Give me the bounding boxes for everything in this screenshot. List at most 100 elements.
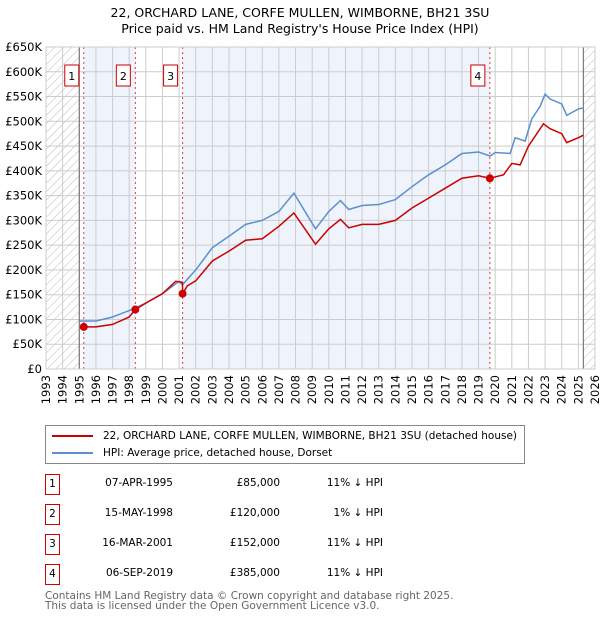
sale-marker-label: 2 (120, 70, 127, 83)
x-tick-label: 1993 (39, 375, 53, 404)
sale-date: 15-MAY-1998 (104, 507, 173, 519)
x-tick-label: 1994 (56, 375, 70, 404)
legend-swatch-red (52, 435, 93, 437)
y-tick-label: £50K (13, 337, 43, 351)
chart-subtitle: Price paid vs. HM Land Registry's House … (121, 21, 479, 36)
sale-marker-label: 1 (68, 70, 75, 83)
sale-point (485, 174, 494, 183)
hpi-diff: 11% ↓ HPI (326, 567, 383, 579)
x-tick-label: 2018 (455, 375, 469, 404)
table-row: 1 07-APR-1995 £85,000 11% ↓ HPI (45, 474, 445, 495)
y-tick-label: £400K (5, 164, 42, 178)
hpi-diff: 11% ↓ HPI (326, 537, 383, 549)
y-tick-label: £150K (5, 288, 42, 302)
x-tick-label: 2002 (189, 375, 203, 404)
x-tick-label: 2017 (438, 375, 452, 404)
x-tick-label: 2011 (338, 375, 352, 404)
x-tick-label: 2021 (505, 375, 519, 404)
series-line (79, 92, 584, 322)
x-tick-label: 1995 (72, 375, 86, 404)
x-tick-label: 2012 (355, 375, 369, 404)
table-row: 3 16-MAR-2001 £152,000 11% ↓ HPI (45, 534, 445, 555)
y-tick-label: £600K (5, 65, 42, 79)
x-tick-label: 2010 (322, 375, 336, 404)
sale-marker-box (470, 64, 486, 87)
x-tick-label: 2023 (538, 375, 552, 404)
x-tick-label: 2014 (388, 375, 402, 404)
sale-price: £152,000 (229, 537, 280, 549)
x-tick-label: 2022 (521, 375, 535, 404)
chart-title: 22, ORCHARD LANE, CORFE MULLEN, WIMBORNE… (110, 5, 490, 20)
sale-point (178, 289, 187, 298)
series-line (83, 122, 584, 328)
sale-date: 16-MAR-2001 (102, 537, 173, 549)
x-tick-label: 2008 (289, 375, 303, 404)
x-tick-label: 1996 (89, 375, 103, 404)
x-tick-label: 2024 (555, 375, 569, 404)
legend-swatch-blue (52, 452, 93, 454)
sale-date: 07-APR-1995 (105, 477, 173, 489)
x-tick-label: 2013 (372, 375, 386, 404)
footer: Contains HM Land Registry data © Crown c… (45, 590, 454, 612)
legend-label: HPI: Average price, detached house, Dors… (103, 447, 333, 459)
plot-border (45, 46, 596, 370)
table-row: 4 06-SEP-2019 £385,000 11% ↓ HPI (45, 564, 445, 585)
x-tick-label: 2016 (422, 375, 436, 404)
hpi-diff: 1% ↓ HPI (333, 507, 383, 519)
x-tick-label: 2001 (172, 375, 186, 404)
hpi-diff: 11% ↓ HPI (326, 477, 383, 489)
footer-line: This data is licensed under the Open Gov… (45, 600, 380, 612)
table-row: 2 15-MAY-1998 £120,000 1% ↓ HPI (45, 504, 445, 525)
x-tick-label: 2019 (472, 375, 486, 404)
sale-point (131, 305, 140, 314)
sale-number-badge: 2 (45, 504, 60, 525)
x-tick-label: 2004 (222, 375, 236, 404)
legend-item-property: 22, ORCHARD LANE, CORFE MULLEN, WIMBORNE… (52, 430, 517, 442)
sale-point (79, 322, 88, 331)
sale-marker-box (115, 64, 131, 87)
y-tick-label: £500K (5, 114, 42, 128)
sale-price: £120,000 (229, 507, 280, 519)
sale-date: 06-SEP-2019 (105, 567, 173, 579)
sale-number-badge: 4 (45, 564, 60, 585)
y-tick-label: £250K (5, 238, 42, 252)
sale-number-badge: 1 (45, 474, 60, 495)
x-tick-label: 2009 (305, 375, 319, 404)
x-tick-label: 2000 (155, 375, 169, 404)
y-tick-label: £300K (5, 213, 42, 227)
ownership-shade (83, 47, 136, 369)
x-tick-label: 2025 (571, 375, 585, 404)
y-tick-label: £550K (5, 90, 42, 104)
y-tick-label: £0 (27, 362, 42, 376)
sale-marker-label: 3 (167, 70, 174, 83)
sale-marker-label: 4 (474, 70, 481, 83)
x-tick-label: 2015 (405, 375, 419, 404)
x-tick-label: 1997 (106, 375, 120, 404)
x-tick-label: 2006 (255, 375, 269, 404)
sale-price: £85,000 (236, 477, 280, 489)
x-tick-label: 2026 (588, 375, 600, 404)
sale-number-badge: 3 (45, 534, 60, 555)
y-tick-label: £100K (5, 312, 42, 326)
x-tick-label: 2007 (272, 375, 286, 404)
x-tick-label: 1999 (139, 375, 153, 404)
legend-item-hpi: HPI: Average price, detached house, Dors… (52, 447, 332, 459)
y-tick-label: £350K (5, 189, 42, 203)
y-tick-label: £200K (5, 263, 42, 277)
ownership-shade (182, 47, 490, 369)
footer-line: Contains HM Land Registry data © Crown c… (45, 590, 454, 602)
hatched-region (583, 47, 595, 369)
sale-price: £385,000 (229, 567, 280, 579)
legend-label: 22, ORCHARD LANE, CORFE MULLEN, WIMBORNE… (103, 430, 518, 442)
y-tick-label: £650K (5, 40, 42, 54)
sale-marker-box (64, 64, 80, 87)
x-tick-label: 1998 (122, 375, 136, 404)
price-chart: 1993 1994 1995 1996 1997 1998 1999 2000 2001 2002… (5, 40, 600, 404)
x-tick-label: 2005 (239, 375, 253, 404)
sale-marker-box (163, 64, 179, 87)
legend: 22, ORCHARD LANE, CORFE MULLEN, WIMBORNE… (45, 425, 525, 464)
x-tick-label: 2003 (205, 375, 219, 404)
x-tick-label: 2020 (488, 375, 502, 404)
y-tick-label: £450K (5, 139, 42, 153)
